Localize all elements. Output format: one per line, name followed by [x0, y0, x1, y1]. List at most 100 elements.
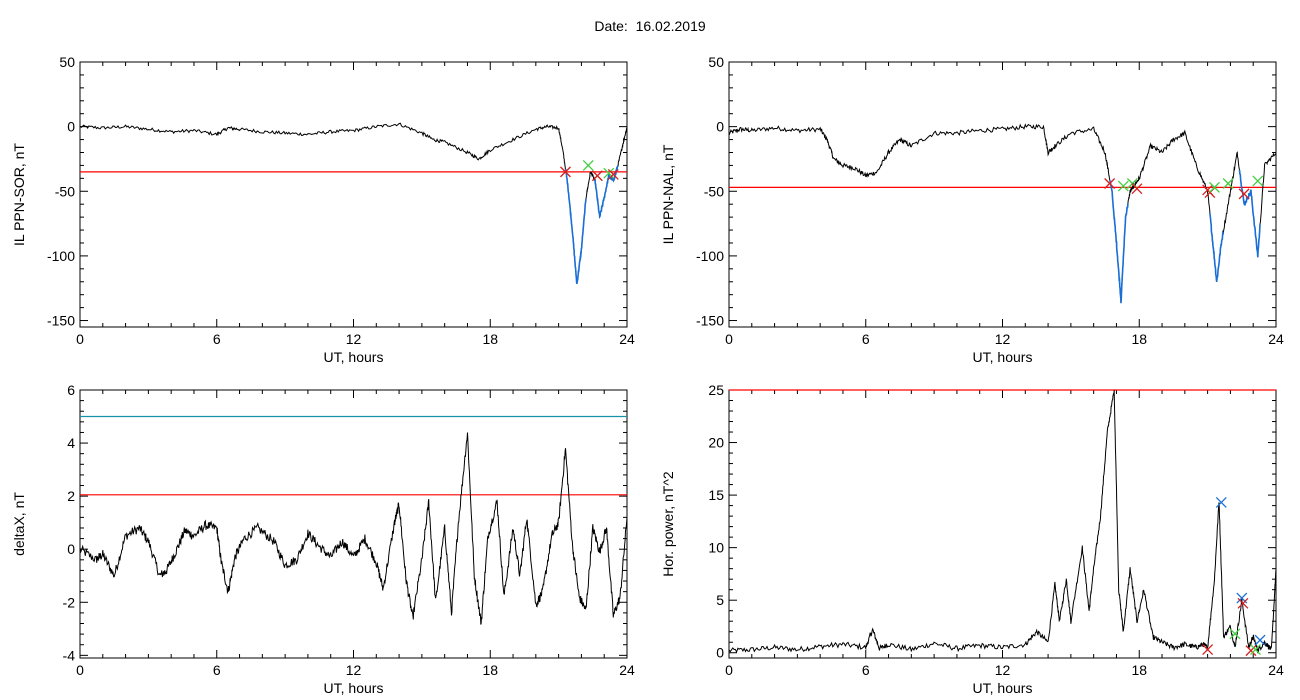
marker-stroke	[603, 167, 615, 179]
y-tick-label: 6	[67, 382, 75, 398]
marker-stroke	[1222, 178, 1234, 189]
highlight-segment	[594, 165, 619, 220]
marker-stroke	[560, 166, 571, 178]
marker-stroke	[1236, 592, 1248, 604]
event-marker	[1215, 496, 1227, 508]
y-tick-label: -2	[63, 594, 76, 610]
y-tick-label: 5	[716, 592, 724, 608]
marker-stroke	[1229, 628, 1241, 640]
highlight-segment	[1209, 212, 1224, 282]
page-title: Date: 16.02.2019	[594, 18, 706, 34]
y-tick-label: 0	[716, 645, 724, 661]
event-marker	[591, 170, 603, 182]
y-tick-label: 25	[708, 382, 724, 398]
y-tick-label: -150	[47, 313, 75, 329]
event-marker	[1254, 634, 1266, 646]
y-tick-label: 0	[67, 541, 75, 557]
marker-stroke	[1252, 175, 1264, 187]
marker-stroke	[1245, 645, 1257, 657]
x-tick-label: 0	[76, 331, 84, 347]
x-tick-label: 6	[862, 331, 870, 347]
x-tick-label: 12	[995, 662, 1011, 678]
x-tick-label: 18	[1131, 662, 1147, 678]
series-line	[728, 123, 1277, 304]
event-marker	[1222, 178, 1234, 189]
x-tick-label: 18	[482, 662, 498, 678]
y-tick-label: -100	[696, 248, 724, 264]
event-marker	[1202, 644, 1214, 656]
y-tick-label: 4	[67, 435, 75, 451]
marker-stroke	[1254, 634, 1266, 646]
marker-stroke	[1131, 183, 1143, 195]
y-axis-label: Hor. power, nT^2	[660, 471, 676, 577]
x-tick-label: 24	[619, 662, 635, 678]
x-tick-label: 0	[76, 662, 84, 678]
event-marker	[1252, 175, 1264, 187]
y-axis-label: IL PPN-NAL, nT	[660, 144, 676, 244]
y-tick-label: -100	[47, 248, 75, 264]
x-tick-label: 12	[346, 331, 362, 347]
series-line	[79, 432, 628, 625]
x-tick-label: 6	[862, 662, 870, 678]
marker-stroke	[1104, 178, 1116, 189]
x-tick-label: 12	[995, 331, 1011, 347]
x-tick-label: 24	[1268, 662, 1284, 678]
event-marker	[560, 166, 571, 178]
marker-stroke	[1250, 644, 1261, 656]
x-tick-label: 24	[1268, 331, 1284, 347]
marker-stroke	[1202, 644, 1214, 656]
marker-stroke	[1117, 180, 1129, 192]
event-marker	[1117, 180, 1129, 192]
x-tick-label: 6	[213, 662, 221, 678]
y-tick-label: 50	[708, 54, 724, 70]
y-tick-label: 10	[708, 540, 724, 556]
event-marker	[1237, 597, 1249, 609]
series-line	[728, 389, 1277, 654]
x-axis-label: UT, hours	[973, 349, 1033, 365]
event-marker	[1245, 645, 1257, 657]
marker-stroke	[1215, 496, 1227, 508]
y-tick-label: -50	[704, 183, 724, 199]
event-marker	[1131, 183, 1143, 195]
event-marker	[1209, 181, 1220, 193]
event-marker	[1104, 178, 1116, 189]
y-tick-label: 20	[708, 435, 724, 451]
x-tick-label: 24	[619, 331, 635, 347]
plot-frame	[728, 61, 1277, 328]
chart-nal: 0 6 12 18 24 -150 -100 -50 0 50 UT, hours IL PPN-NA…	[660, 54, 1284, 365]
x-axis-label: UT, hours	[973, 680, 1033, 696]
y-tick-label: -4	[63, 647, 76, 663]
series-line	[79, 122, 628, 284]
event-marker	[1250, 644, 1261, 656]
x-axis-label: UT, hours	[324, 680, 384, 696]
marker-stroke	[1209, 181, 1220, 193]
x-tick-label: 0	[725, 331, 733, 347]
chart-power: 0 6 12 18 24 0 5 10 15 20 25 UT, hours Hor. power, n…	[660, 382, 1284, 696]
event-marker	[607, 169, 619, 180]
y-tick-label: -50	[55, 183, 75, 199]
chart-sor: 0 6 12 18 24 -150 -100 -50 0 50 UT, hours IL PPN-SO…	[11, 54, 635, 365]
marker-stroke	[607, 169, 619, 180]
marker-stroke	[591, 170, 603, 182]
y-tick-label: 0	[716, 119, 724, 135]
highlight-segment	[1108, 179, 1129, 304]
plot-frame	[728, 389, 1277, 659]
x-tick-label: 18	[1131, 331, 1147, 347]
event-marker	[582, 159, 594, 171]
y-axis-label: deltaX, nT	[11, 492, 27, 556]
x-tick-label: 12	[346, 662, 362, 678]
x-tick-label: 18	[482, 331, 498, 347]
plot-frame	[79, 389, 628, 659]
y-tick-label: 2	[67, 488, 75, 504]
plot-frame	[79, 61, 628, 328]
marker-stroke	[582, 159, 594, 171]
marker-stroke	[1238, 188, 1250, 200]
marker-stroke	[1237, 597, 1249, 609]
y-axis-label: IL PPN-SOR, nT	[11, 143, 27, 246]
highlight-segment	[1238, 169, 1261, 258]
x-axis-label: UT, hours	[324, 349, 384, 365]
x-tick-label: 0	[725, 662, 733, 678]
event-marker	[1238, 188, 1250, 200]
